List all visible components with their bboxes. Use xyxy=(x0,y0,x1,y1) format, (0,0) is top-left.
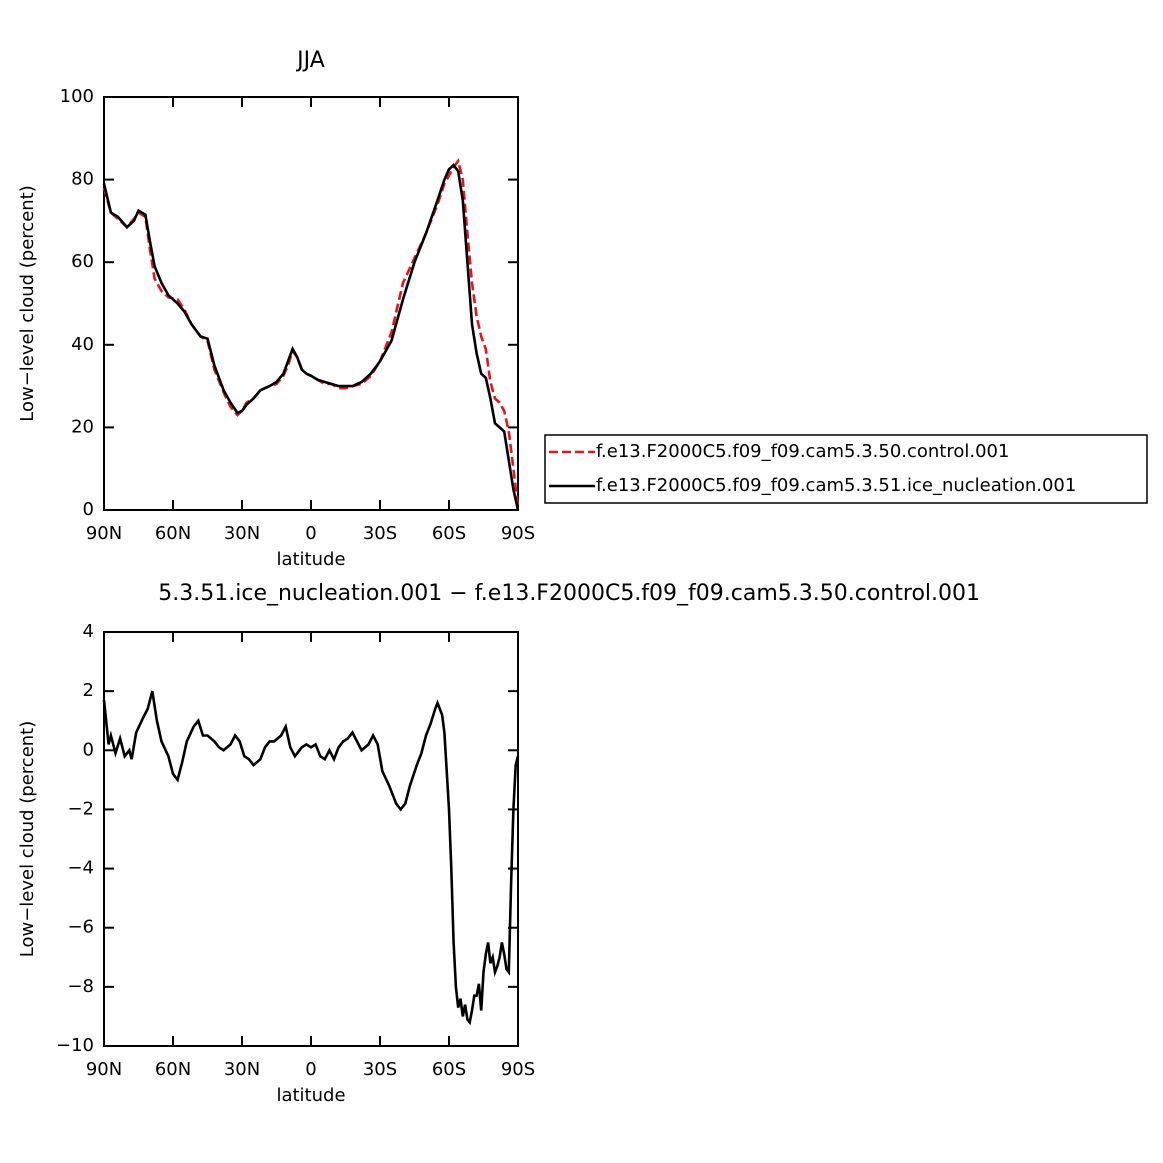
plot-frame xyxy=(103,96,519,511)
data-line xyxy=(102,158,520,507)
x-tick-label: 90N xyxy=(86,523,122,544)
x-tick-label: 60S xyxy=(432,523,466,544)
x-axis-label: latitude xyxy=(276,1085,345,1106)
y-tick-label: 80 xyxy=(71,169,94,190)
chart-title: 5.3.51.ice_nucleation.001 − f.e13.F2000C… xyxy=(158,581,980,606)
x-tick-label: 30S xyxy=(363,1059,397,1080)
x-axis-label: latitude xyxy=(276,549,345,570)
x-tick-label: 90S xyxy=(501,1059,535,1080)
y-tick-label: −10 xyxy=(56,1035,94,1056)
x-tick-label: 60N xyxy=(155,523,191,544)
y-tick-label: −4 xyxy=(67,858,94,879)
x-tick-label: 0 xyxy=(305,1059,316,1080)
legend-box xyxy=(544,434,1148,504)
x-tick-label: 60N xyxy=(155,1059,191,1080)
y-tick-label: −8 xyxy=(67,976,94,997)
y-tick-label: 0 xyxy=(83,739,94,760)
y-tick-label: 20 xyxy=(71,416,94,437)
y-tick-label: 0 xyxy=(83,499,94,520)
x-tick-label: 30S xyxy=(363,523,397,544)
y-tick-label: 2 xyxy=(83,680,94,701)
x-tick-label: 30N xyxy=(224,523,260,544)
x-tick-label: 90N xyxy=(86,1059,122,1080)
x-tick-label: 90S xyxy=(501,523,535,544)
y-tick-label: −2 xyxy=(67,798,94,819)
legend-label: f.e13.F2000C5.f09_f09.cam5.3.50.control.… xyxy=(596,441,1009,462)
y-axis-label: Low−level cloud (percent) xyxy=(17,721,38,958)
y-tick-label: −6 xyxy=(67,917,94,938)
data-line xyxy=(102,163,520,511)
y-tick-label: 100 xyxy=(60,86,94,107)
y-tick-label: 40 xyxy=(71,334,94,355)
y-tick-label: 4 xyxy=(83,621,94,642)
y-axis-label: Low−level cloud (percent) xyxy=(17,185,38,422)
x-tick-label: 0 xyxy=(305,523,316,544)
x-tick-label: 30N xyxy=(224,1059,260,1080)
data-line xyxy=(102,690,520,1026)
x-tick-label: 60S xyxy=(432,1059,466,1080)
chart-title: JJA xyxy=(295,48,325,73)
y-tick-label: 60 xyxy=(71,251,94,272)
legend-label: f.e13.F2000C5.f09_f09.cam5.3.51.ice_nucl… xyxy=(596,475,1076,496)
